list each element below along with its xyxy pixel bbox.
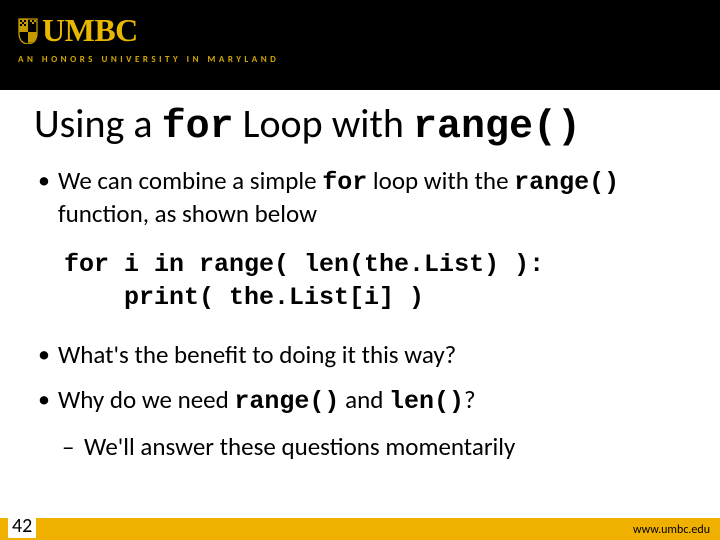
b1-text-2: loop with the	[367, 165, 514, 196]
header-bar: UMBC AN HONORS UNIVERSITY IN MARYLAND	[0, 0, 720, 90]
code-line-2: print( the.List[i] )	[64, 283, 424, 312]
b3-text-1: Why do we need	[58, 384, 234, 415]
logo: UMBC	[18, 14, 702, 46]
b1-code-2: range()	[514, 168, 619, 197]
logo-text: UMBC	[42, 14, 138, 46]
bullet-list: We can combine a simple for loop with th…	[36, 166, 684, 229]
b3-text-2: and	[339, 384, 389, 415]
b3-code-2: len()	[389, 387, 464, 416]
bullet-2: What's the benefit to doing it this way?	[36, 340, 684, 371]
b3-code-1: range()	[234, 387, 339, 416]
b1-text-3: function, as shown below	[58, 198, 317, 229]
code-block: for i in range( len(the.List) ): print( …	[64, 249, 684, 314]
title-text-2: Loop with	[234, 99, 413, 148]
title-text-1: Using a	[34, 99, 162, 148]
b3-text-3: ?	[464, 384, 476, 415]
bullet-list-2: What's the benefit to doing it this way?…	[36, 340, 684, 417]
tagline: AN HONORS UNIVERSITY IN MARYLAND	[18, 54, 702, 65]
bullet-1: We can combine a simple for loop with th…	[36, 166, 684, 229]
code-line-1: for i in range( len(the.List) ):	[64, 250, 544, 279]
bullet-3: Why do we need range() and len()?	[36, 385, 684, 418]
shield-icon	[18, 18, 38, 44]
footer-url: www.umbc.edu	[633, 523, 710, 537]
title-code-2: range()	[413, 105, 581, 150]
b1-code-1: for	[322, 168, 367, 197]
slide-title: Using a for Loop with range()	[0, 90, 720, 166]
footer-bar	[0, 518, 720, 540]
slide-number: 42	[8, 514, 36, 538]
content-area: We can combine a simple for loop with th…	[0, 166, 720, 462]
sub-bullet-1: We'll answer these questions momentarily	[36, 431, 684, 462]
title-code-1: for	[162, 105, 234, 150]
b1-text-1: We can combine a simple	[58, 165, 322, 196]
